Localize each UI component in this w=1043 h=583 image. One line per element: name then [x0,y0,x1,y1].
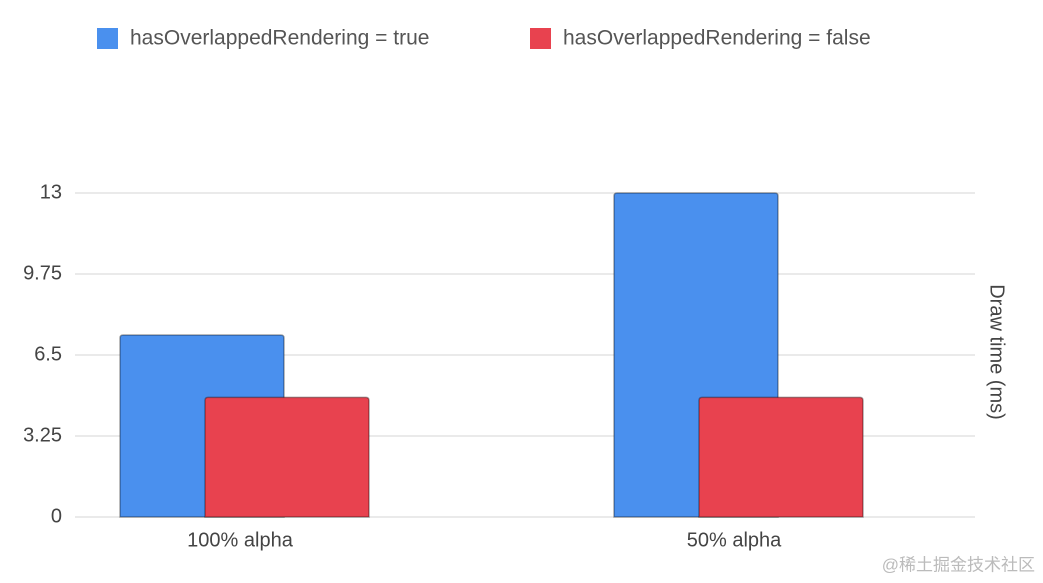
y-tick-label: 13 [40,181,62,203]
legend-text: hasOverlappedRendering = false [563,27,871,50]
x-tick-label: 50% alpha [687,529,782,551]
bar [698,396,864,518]
legend-swatch [97,28,118,49]
bar [204,396,370,518]
watermark: @稀土掘金技术社区 [882,555,1035,574]
y-axis-label: Draw time (ms) [986,284,1008,420]
legend-swatch [530,28,551,49]
y-tick-label: 3.25 [23,424,62,446]
y-tick-label: 6.5 [34,343,62,365]
legend-text: hasOverlappedRendering = true [130,27,429,50]
y-tick-label: 0 [51,505,62,527]
x-tick-label: 100% alpha [187,529,294,551]
y-tick-label: 9.75 [23,262,62,284]
